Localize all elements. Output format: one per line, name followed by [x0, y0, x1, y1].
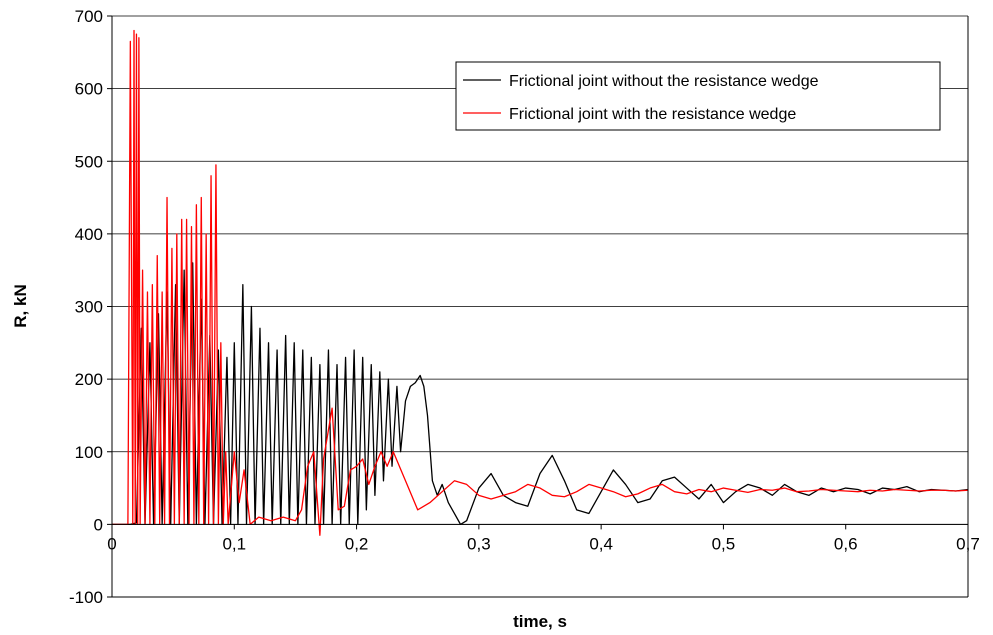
- legend-box: [455, 61, 941, 131]
- y-tick-label: 400: [75, 225, 103, 244]
- y-tick-label: 700: [75, 7, 103, 26]
- x-axis-label: time, s: [513, 612, 567, 631]
- y-tick-label: 600: [75, 80, 103, 99]
- y-tick-label: 0: [94, 515, 103, 534]
- y-tick-label: 100: [75, 443, 103, 462]
- x-tick-label: 0: [107, 534, 116, 553]
- series-layer: [112, 29, 969, 536]
- x-tick-label: 0,7: [956, 534, 980, 553]
- x-tick-label: 0,2: [345, 534, 369, 553]
- x-tick-label: 0,5: [712, 534, 736, 553]
- series-line-1: [112, 29, 969, 536]
- y-axis-label: R, kN: [11, 284, 30, 327]
- x-tick-label: 0,3: [467, 534, 491, 553]
- x-tick-label: 0,4: [589, 534, 613, 553]
- x-tick-label: 0,1: [222, 534, 246, 553]
- tick-labels: -100 0 100 200 300 400 500 600 700 0 0,1 0,2 0,3 0,4 0…: [69, 7, 980, 607]
- x-tick-label: 0,6: [834, 534, 858, 553]
- axes: [107, 15, 969, 598]
- y-tick-label: 200: [75, 370, 103, 389]
- series-line-0: [112, 262, 969, 526]
- legend-label-without-wedge: Frictional joint without the resistance …: [509, 73, 819, 90]
- y-tick-label: 300: [75, 298, 103, 317]
- y-tick-label: 500: [75, 152, 103, 171]
- legend: Frictional joint without the resistance …: [455, 61, 941, 131]
- legend-label-with-wedge: Frictional joint with the resistance wed…: [509, 106, 796, 123]
- y-tick-label: -100: [69, 588, 103, 607]
